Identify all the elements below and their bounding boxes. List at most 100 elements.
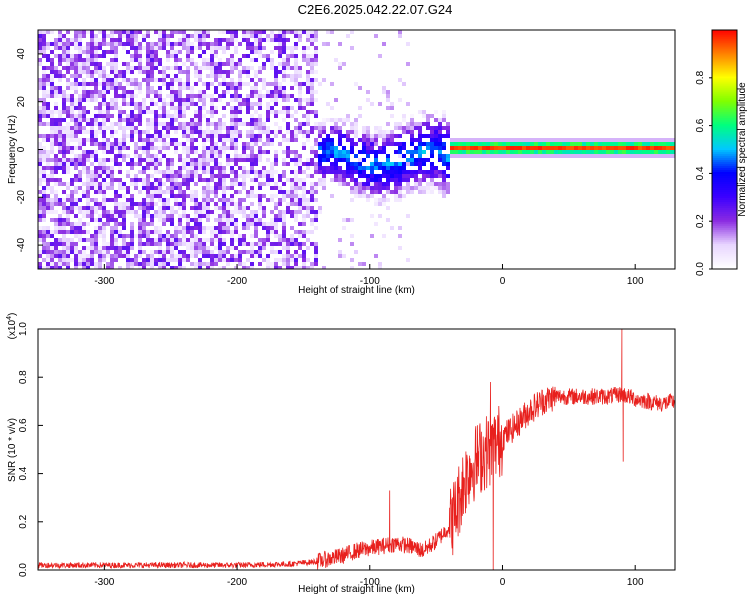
spectrogram-cell (638, 138, 642, 142)
spectrogram-cell (54, 166, 58, 170)
spectrogram-cell (110, 42, 114, 46)
colorbar-segment (712, 35, 737, 39)
spectrogram-cell (162, 78, 166, 82)
spectrogram-cell (150, 186, 154, 190)
spectrogram-cell (102, 66, 106, 70)
spectrogram-cell (114, 242, 118, 246)
spectrogram-cell (210, 150, 214, 154)
spectrogram-cell (490, 154, 494, 158)
spectrogram-cell (270, 210, 274, 214)
spectrogram-cell (218, 146, 222, 150)
spectrogram-cell (150, 46, 154, 50)
spectrogram-cell (442, 186, 446, 190)
spectrogram-cell (494, 142, 498, 146)
spectrogram-cell (250, 266, 254, 269)
spectrogram-cell (322, 266, 326, 269)
spectrogram-cell (150, 66, 154, 70)
spectrogram-cell (86, 130, 90, 134)
spectrogram-cell (166, 86, 170, 90)
spectrogram-cell (366, 178, 370, 182)
spectrogram-cell (366, 194, 370, 198)
spectrogram-cell (222, 206, 226, 210)
spectrogram-cell (222, 182, 226, 186)
spectrogram-cell (146, 146, 150, 150)
spectrogram-cell (126, 202, 130, 206)
spectrogram-cell (314, 98, 318, 102)
spectrogram-cell (62, 190, 66, 194)
spectrogram-cell (118, 162, 122, 166)
spectrogram-cell (478, 154, 482, 158)
spectrogram-cell (366, 90, 370, 94)
spectrogram-cell (642, 150, 646, 154)
spectrogram-cell (178, 94, 182, 98)
spectrogram-cell (242, 66, 246, 70)
spectrogram-cell (402, 186, 406, 190)
spectrogram-cell (114, 258, 118, 262)
spectrogram-cell (178, 230, 182, 234)
spectrogram-cell (54, 122, 58, 126)
spectrogram-cell (262, 206, 266, 210)
spectrogram-cell (122, 34, 126, 38)
spectrogram-cell (102, 238, 106, 242)
spectrogram-cell (250, 234, 254, 238)
spectrogram-cell (42, 46, 46, 50)
spectrogram-cell (226, 202, 230, 206)
spectrogram-cell (322, 130, 326, 134)
spectrogram-cell (102, 134, 106, 138)
spectrogram-cell (286, 178, 290, 182)
spectrogram-cell (150, 134, 154, 138)
spectrogram-cell (346, 118, 350, 122)
spectrogram-cell (54, 54, 58, 58)
spectrogram-cell (114, 234, 118, 238)
spectrogram-cell (418, 122, 422, 126)
spectrogram-cell (182, 254, 186, 258)
spectrogram-cell (278, 46, 282, 50)
spectrogram-cell (382, 142, 386, 146)
spectrogram-cell (266, 34, 270, 38)
spectrogram-cell (38, 178, 42, 182)
colorbar-segment (712, 189, 737, 192)
spectrogram-cell (306, 82, 310, 86)
spectrogram-cell (234, 174, 238, 178)
spectrogram-cell (358, 138, 362, 142)
spectrogram-cell (586, 154, 590, 158)
spectrogram-cell (150, 202, 154, 206)
spectrogram-cell (226, 130, 230, 134)
spectrogram-cell (562, 142, 566, 146)
spectrogram-cell (90, 30, 94, 34)
spectrogram-cell (62, 170, 66, 174)
spectrogram-cell (62, 90, 66, 94)
colorbar-segment (712, 171, 737, 174)
spectrogram-cell (190, 174, 194, 178)
spectrogram-cell (50, 258, 54, 262)
spectrogram-cell (242, 54, 246, 58)
spectrogram-cell (638, 146, 642, 150)
spectrogram-cell (62, 106, 66, 110)
spectrogram-cell (186, 258, 190, 262)
colorbar-segment (712, 145, 737, 149)
spectrogram-cell (278, 54, 282, 58)
spectrogram-cell (610, 150, 614, 154)
colorbar-segment (712, 223, 737, 226)
spectrogram-cell (358, 186, 362, 190)
spectrogram-cell (602, 150, 606, 154)
spectrogram-cell (398, 146, 402, 150)
spectrogram-cell (82, 258, 86, 262)
spectrogram-cell (258, 126, 262, 130)
spectrogram-cell (126, 30, 130, 34)
spectrogram-cell (210, 234, 214, 238)
spectrogram-cell (206, 34, 210, 38)
colorbar-segment (712, 45, 737, 49)
spectrogram-cell (46, 82, 50, 86)
spectrogram-cell (194, 182, 198, 186)
spectrogram-cell (42, 226, 46, 230)
spectrogram-cell (166, 250, 170, 254)
spectrogram-cell (114, 122, 118, 126)
spectrogram-cell (110, 238, 114, 242)
spectrogram-cell (518, 150, 522, 154)
spectrogram-cell (38, 254, 42, 258)
spectrogram-cell (134, 150, 138, 154)
spectrogram-cell (314, 126, 318, 130)
spectrogram-cell (134, 66, 138, 70)
spectrogram-cell (294, 198, 298, 202)
